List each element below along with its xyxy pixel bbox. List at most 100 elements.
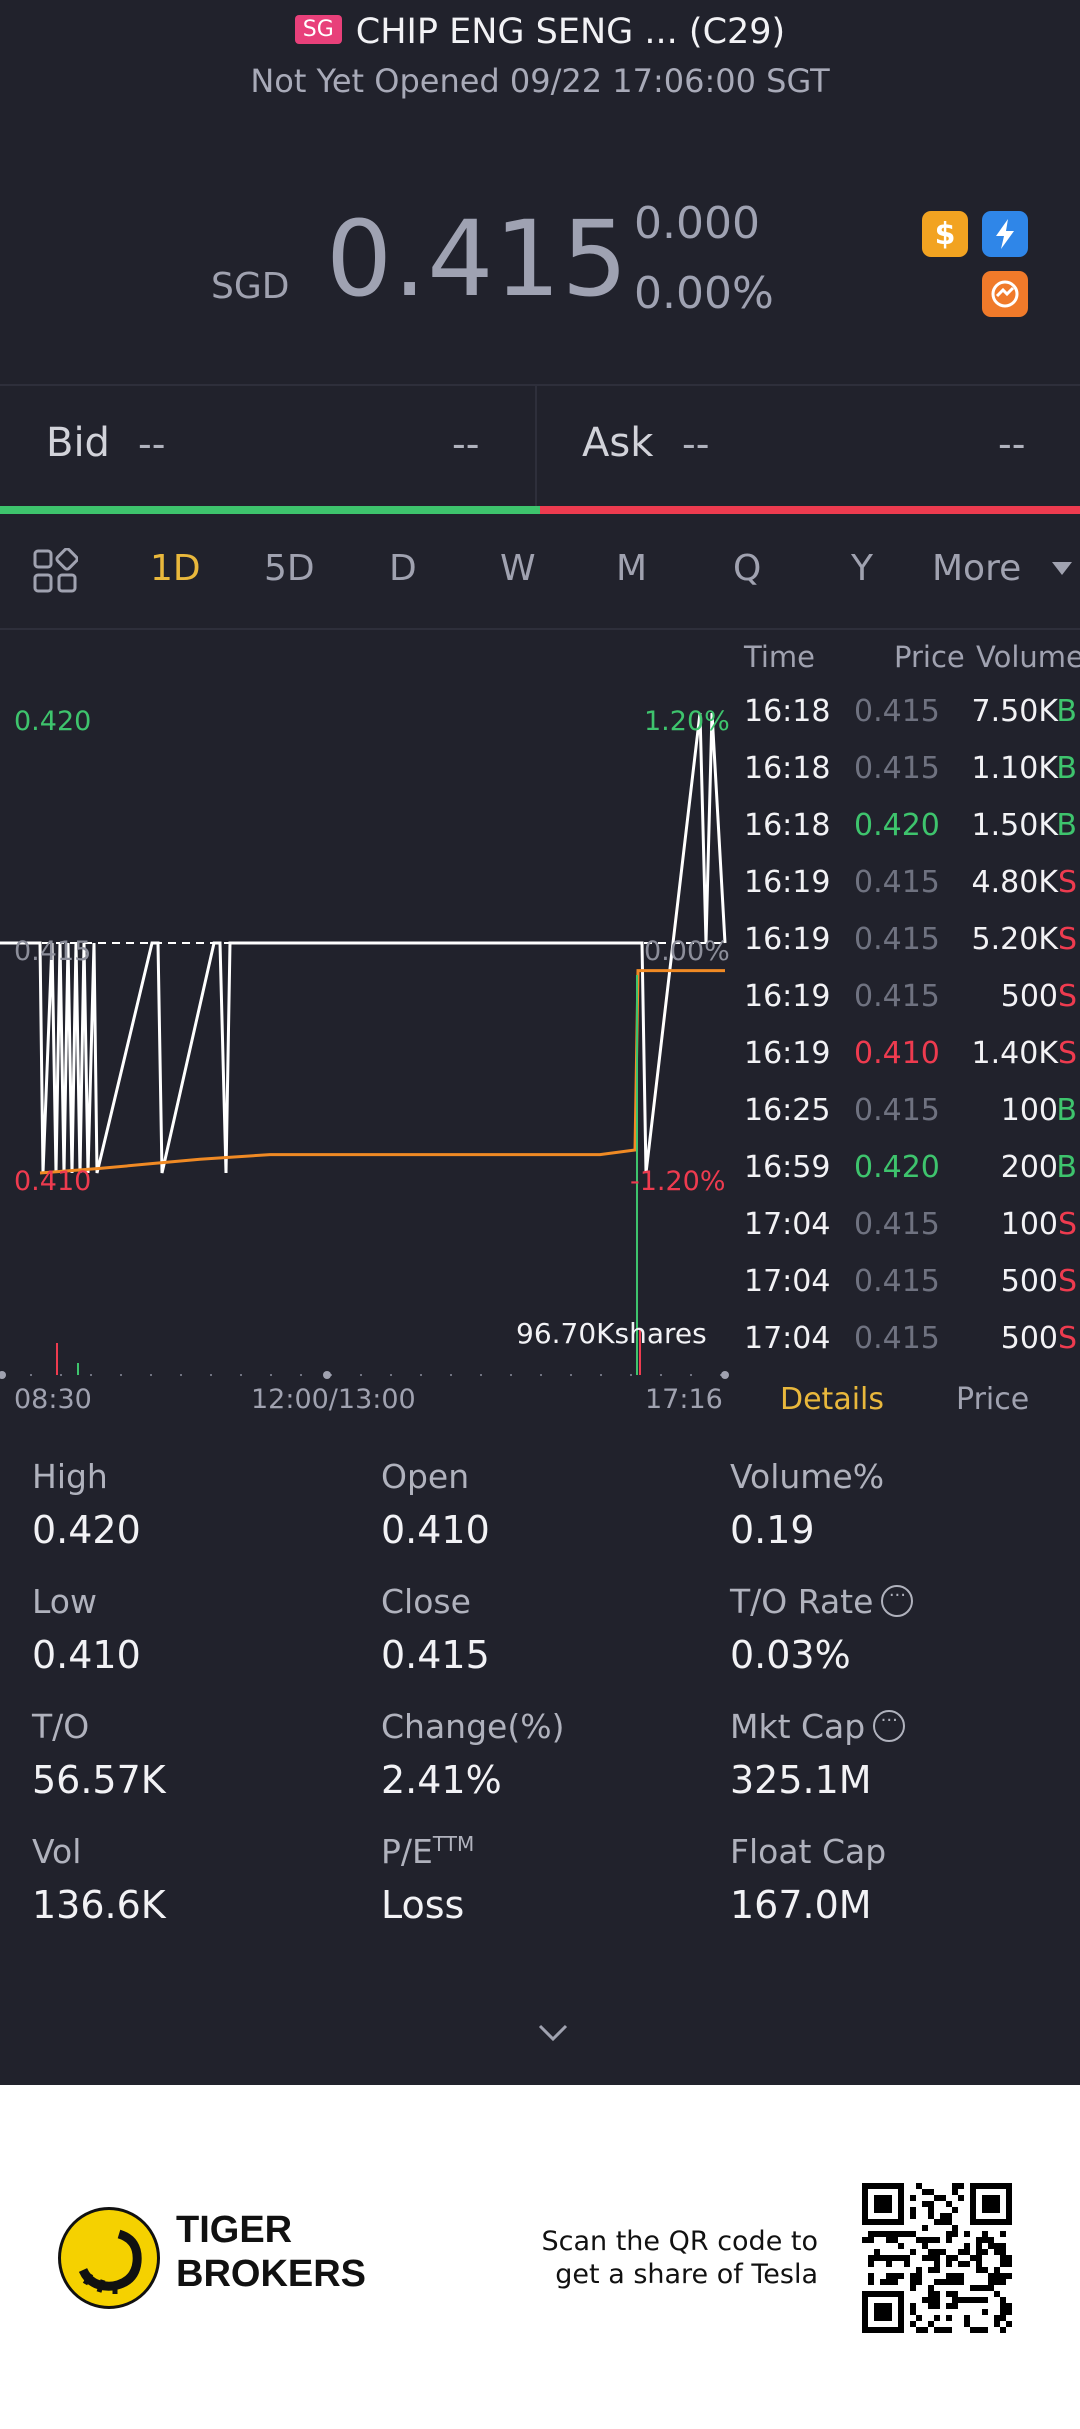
trade-side: S xyxy=(1057,1036,1077,1071)
stat-label-text: Volume% xyxy=(730,1457,885,1496)
trade-volume: 1.40K xyxy=(971,1036,1058,1071)
trades-header-price: Price xyxy=(894,640,965,674)
trade-price: 0.415 xyxy=(854,694,940,729)
trade-row: 16:19 0.415 4.80K S xyxy=(740,865,1080,915)
stat-label: T/O Rate ··· xyxy=(730,1582,914,1621)
volume-label: 96.70Kshares xyxy=(516,1317,707,1350)
stat-value: 2.41% xyxy=(381,1758,502,1802)
trade-row: 16:19 0.415 5.20K S xyxy=(740,922,1080,972)
stat-value: 0.19 xyxy=(730,1508,815,1552)
trade-side: S xyxy=(1057,1264,1077,1299)
stat-value: 0.415 xyxy=(381,1633,490,1677)
trade-price: 0.415 xyxy=(854,865,940,900)
tab-price[interactable]: Price xyxy=(956,1382,1030,1417)
trade-row: 16:18 0.415 1.10K B xyxy=(740,751,1080,801)
trade-price: 0.415 xyxy=(854,1264,940,1299)
y-label-high: 0.420 xyxy=(14,706,92,737)
tab-d[interactable]: D xyxy=(389,548,417,589)
stat-label: Low xyxy=(32,1582,97,1621)
tab-q[interactable]: Q xyxy=(733,548,762,589)
stat-label: High xyxy=(32,1457,108,1496)
trade-volume: 5.20K xyxy=(971,922,1058,957)
trade-row: 16:19 0.415 500 S xyxy=(740,979,1080,1029)
qr-code[interactable] xyxy=(862,2183,1012,2333)
stat-label: Volume% xyxy=(730,1457,884,1496)
stat-label-sup: TTM xyxy=(432,1832,475,1856)
dollar-icon[interactable]: $ xyxy=(922,211,968,257)
stat-label: Mkt Cap ··· xyxy=(730,1707,906,1746)
trade-time: 16:18 xyxy=(744,694,831,729)
pct-label-high: 1.20% xyxy=(644,706,730,737)
x-tick-open: 08:30 xyxy=(14,1384,92,1415)
currency-label: SGD xyxy=(211,266,290,307)
trade-time: 16:25 xyxy=(744,1093,831,1128)
stat-value: 325.1M xyxy=(730,1758,872,1802)
stat-label-text: Vol xyxy=(32,1832,82,1871)
trade-price: 0.410 xyxy=(854,1036,940,1071)
trade-side: B xyxy=(1056,1093,1077,1128)
trade-side: B xyxy=(1056,751,1077,786)
stat-label: Open xyxy=(381,1457,469,1496)
y-label-low: 0.410 xyxy=(14,1166,92,1197)
tab-more[interactable]: More xyxy=(932,548,1022,589)
stat-label: Change(%) xyxy=(381,1707,564,1746)
trade-row: 16:59 0.420 200 B xyxy=(740,1150,1080,1200)
chevron-down-icon[interactable] xyxy=(1052,562,1072,575)
stat-label-text: High xyxy=(32,1457,108,1496)
trade-row: 16:19 0.410 1.40K S xyxy=(740,1036,1080,1086)
stat-value: 0.410 xyxy=(32,1633,141,1677)
ask-price: -- xyxy=(682,422,710,466)
stat-label-text: Change(%) xyxy=(381,1707,565,1746)
trade-price: 0.415 xyxy=(854,1207,940,1242)
bid-price: -- xyxy=(138,422,166,466)
trade-price: 0.415 xyxy=(854,751,940,786)
trade-time: 16:18 xyxy=(744,808,831,843)
intraday-chart[interactable] xyxy=(0,630,730,1380)
last-price: 0.415 xyxy=(326,198,629,320)
tab-details[interactable]: Details xyxy=(780,1382,885,1417)
price-change: 0.000 xyxy=(634,198,760,249)
stat-label-text: T/O Rate xyxy=(730,1582,874,1621)
tab-y[interactable]: Y xyxy=(851,548,873,589)
trade-time: 17:04 xyxy=(744,1321,831,1356)
trade-volume: 200 xyxy=(1000,1150,1058,1185)
trade-row: 16:18 0.420 1.50K B xyxy=(740,808,1080,858)
stat-label: Close xyxy=(381,1582,471,1621)
trade-row: 16:18 0.415 7.50K B xyxy=(740,694,1080,744)
exchange-icon[interactable] xyxy=(982,271,1028,317)
lightning-icon[interactable] xyxy=(982,211,1028,257)
trade-volume: 500 xyxy=(1000,979,1058,1014)
tab-w[interactable]: W xyxy=(500,548,536,589)
trade-side: S xyxy=(1057,922,1077,957)
trade-volume: 500 xyxy=(1000,1321,1058,1356)
chevron-down-icon[interactable] xyxy=(536,2022,570,2044)
stat-value: 0.420 xyxy=(32,1508,141,1552)
stat-value: 0.03% xyxy=(730,1633,851,1677)
trade-time: 16:19 xyxy=(744,979,831,1014)
average-line xyxy=(39,969,725,1175)
layout-grid-icon[interactable] xyxy=(32,547,79,594)
trade-volume: 4.80K xyxy=(971,865,1058,900)
trade-price: 0.420 xyxy=(854,1150,940,1185)
tiger-logo-icon xyxy=(58,2207,160,2309)
x-tick-close: 17:16 xyxy=(645,1384,723,1415)
tab-1d[interactable]: 1D xyxy=(150,548,201,589)
stat-label: Vol xyxy=(32,1832,81,1871)
trade-price: 0.420 xyxy=(854,808,940,843)
bid-label: Bid xyxy=(46,420,110,466)
x-tick-dot xyxy=(0,1371,6,1379)
price-line xyxy=(0,712,727,1174)
trade-price: 0.415 xyxy=(854,1321,940,1356)
info-icon[interactable]: ··· xyxy=(873,1709,906,1742)
stat-label-text: Low xyxy=(32,1582,97,1621)
trade-row: 17:04 0.415 500 S xyxy=(740,1264,1080,1314)
x-tick-dot xyxy=(721,1371,729,1379)
trade-time: 17:04 xyxy=(744,1264,831,1299)
tab-5d[interactable]: 5D xyxy=(264,548,315,589)
tab-m[interactable]: M xyxy=(616,548,648,589)
stat-label: P/ETTM xyxy=(381,1832,474,1871)
trade-side: S xyxy=(1057,1321,1077,1356)
trade-time: 16:59 xyxy=(744,1150,831,1185)
trade-side: S xyxy=(1057,1207,1077,1242)
info-icon[interactable]: ··· xyxy=(881,1584,914,1617)
